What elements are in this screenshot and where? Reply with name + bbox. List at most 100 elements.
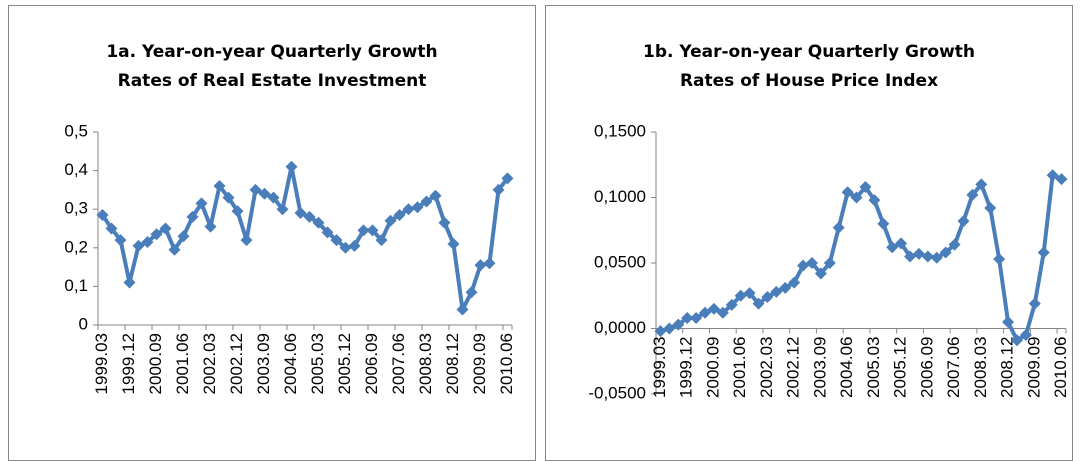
marker xyxy=(177,230,190,243)
marker xyxy=(195,197,208,210)
marker xyxy=(832,221,845,234)
marker xyxy=(779,281,792,294)
y-tick-label: 0 xyxy=(79,314,88,333)
x-tick-label: 2005.12 xyxy=(335,333,354,394)
x-tick-label: 2006.09 xyxy=(362,333,381,394)
marker xyxy=(204,220,217,233)
marker xyxy=(303,210,316,223)
marker xyxy=(258,187,271,200)
marker xyxy=(948,238,961,251)
marker xyxy=(348,239,361,252)
marker xyxy=(1010,334,1023,347)
marker xyxy=(114,234,127,247)
marker xyxy=(213,180,226,193)
x-tick-label: 2008.03 xyxy=(416,333,435,394)
x-tick-label: 2005.03 xyxy=(308,333,327,394)
marker xyxy=(868,194,881,207)
marker xyxy=(411,201,424,214)
marker xyxy=(993,253,1006,266)
y-tick-label: 0,4 xyxy=(64,160,88,179)
y-tick-label: 0,1000 xyxy=(594,187,646,206)
marker xyxy=(699,306,712,319)
marker xyxy=(393,208,406,221)
marker xyxy=(761,291,774,304)
marker xyxy=(159,222,172,235)
x-tick-label: 2009.09 xyxy=(470,333,489,394)
x-tick-label: 2009.09 xyxy=(1024,337,1043,398)
marker xyxy=(912,247,925,260)
x-tick-label: 2003.09 xyxy=(810,337,829,398)
marker xyxy=(805,257,818,269)
marker xyxy=(501,172,514,185)
x-tick-label: 2002.03 xyxy=(757,337,776,398)
x-tick-label: 2007.06 xyxy=(944,337,963,398)
marker xyxy=(474,259,487,272)
marker xyxy=(690,312,703,325)
marker xyxy=(663,322,676,335)
x-tick-label: 2003.09 xyxy=(254,333,273,394)
x-tick-label: 2006.09 xyxy=(917,337,936,398)
marker xyxy=(814,267,827,280)
marker xyxy=(402,203,415,216)
x-tick-label: 2007.06 xyxy=(389,333,408,394)
y-tick-label: 0,3 xyxy=(64,199,88,218)
marker xyxy=(957,215,970,228)
chart-title: 1b. Year-on-year Quarterly Growth Rates … xyxy=(642,42,975,91)
x-tick-label: 1999.03 xyxy=(92,333,111,394)
y-tick-label: 0,5 xyxy=(64,121,88,140)
marker xyxy=(276,203,289,216)
x-tick-label: 1999.12 xyxy=(677,337,696,398)
marker xyxy=(707,302,720,315)
marker xyxy=(681,312,694,325)
marker xyxy=(921,250,934,263)
marker xyxy=(850,191,863,204)
chart: 0 0,1 0,2 0,3 0,4 0,5 1999.03 1999.12 2000.09 200… xyxy=(64,121,516,394)
marker xyxy=(823,257,836,269)
marker xyxy=(294,207,307,220)
marker xyxy=(904,250,917,263)
x-tick-label: 2008.12 xyxy=(998,337,1017,398)
marker xyxy=(886,241,899,254)
marker xyxy=(222,191,235,204)
y-tick-label: 0,0500 xyxy=(594,252,646,271)
x-tick-label: 2000.09 xyxy=(146,333,165,394)
marker xyxy=(231,205,244,218)
marker xyxy=(859,181,872,194)
marker xyxy=(966,188,979,201)
marker xyxy=(240,234,253,247)
marker xyxy=(716,306,729,319)
x-tick-label: 2004.06 xyxy=(837,337,856,398)
marker xyxy=(1037,246,1050,259)
marker xyxy=(375,234,388,247)
marker xyxy=(249,183,262,196)
marker xyxy=(1019,329,1032,342)
marker xyxy=(168,243,181,256)
marker xyxy=(447,237,460,250)
x-tick-label: 2002.12 xyxy=(227,333,246,394)
marker xyxy=(141,236,154,249)
marker xyxy=(788,276,801,289)
marker xyxy=(429,189,442,202)
marker xyxy=(483,257,496,270)
marker xyxy=(725,298,738,311)
chart-panel: 0 0,1 0,2 0,3 0,4 0,5 1999.03 1999.12 2000.09 200… xyxy=(8,5,536,461)
marker xyxy=(357,224,370,237)
x-tick-label: 2008.03 xyxy=(971,337,990,398)
marker xyxy=(105,222,118,235)
x-tick-label: 2005.03 xyxy=(864,337,883,398)
marker xyxy=(312,216,325,229)
y-tick-label: 0,0000 xyxy=(594,318,646,337)
chart-title: 1a. Year-on-year Quarterly Growth Rates … xyxy=(106,42,438,91)
y-tick-label: 0,1 xyxy=(64,276,88,295)
x-tick-label: 2005.12 xyxy=(891,337,910,398)
x-tick-label: 2002.03 xyxy=(200,333,219,394)
marker xyxy=(939,246,952,259)
x-tick-label: 2010.06 xyxy=(497,333,516,394)
marker xyxy=(186,210,199,223)
marker xyxy=(752,297,765,310)
chart: -0,0500 0,0000 0,0500 0,1000 0,1500 1999.03 19… xyxy=(588,121,1070,402)
marker xyxy=(465,286,478,299)
x-tick-label: 2001.06 xyxy=(730,337,749,398)
marker xyxy=(285,160,298,173)
